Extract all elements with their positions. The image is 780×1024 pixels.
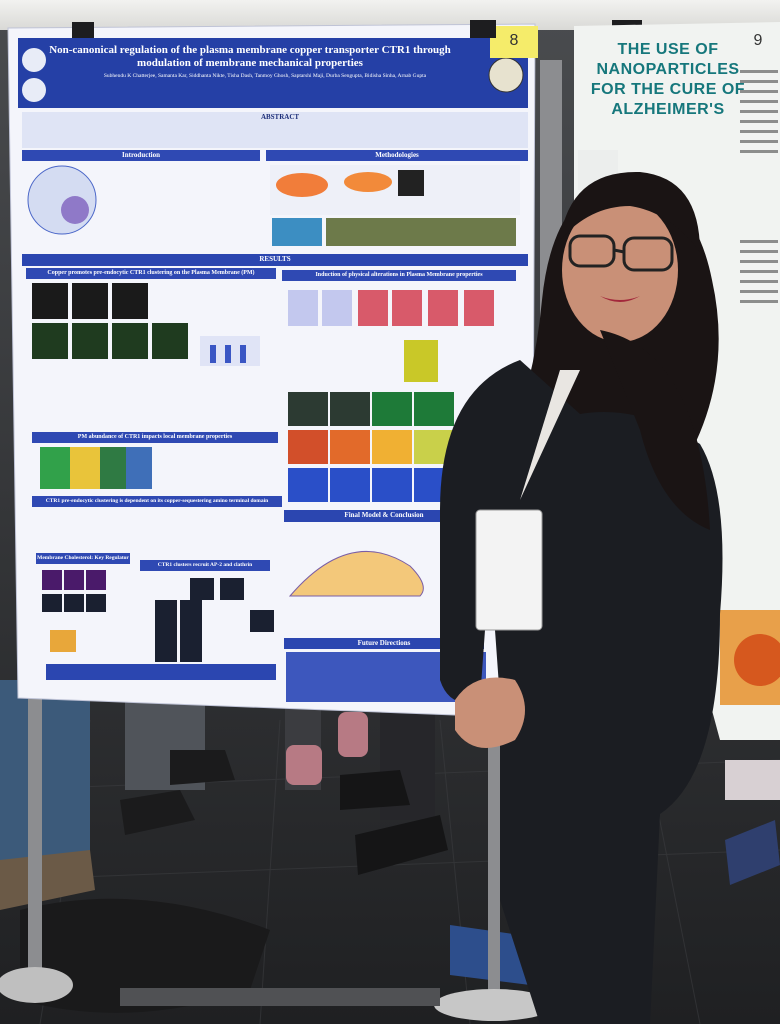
section-heading: CTR1 clusters recruit AP-2 and clathrin bbox=[157, 562, 253, 568]
section-heading: Final Model & Conclusion bbox=[344, 511, 424, 519]
section-heading: Methodologies bbox=[375, 151, 419, 159]
background-people bbox=[0, 680, 780, 1013]
poster-title: Non-canonical regulation of the plasma m… bbox=[49, 44, 451, 69]
neighbor-poster-title: THE USE OF NANOPARTICLES FOR THE CURE OF… bbox=[590, 41, 746, 118]
presenter bbox=[440, 171, 723, 1024]
section-heading: Introduction bbox=[122, 151, 160, 159]
board-number: 8 bbox=[509, 32, 519, 49]
section-heading: ABSTRACT bbox=[260, 113, 300, 121]
section-heading: Induction of physical alterations in Pla… bbox=[315, 272, 483, 278]
section-heading: Future Directions bbox=[357, 639, 411, 647]
section-heading: Copper promotes pre-endocytic CTR1 clust… bbox=[47, 270, 255, 276]
poster-stands bbox=[0, 60, 562, 1021]
section-heading: RESULTS bbox=[259, 255, 291, 263]
poster-authors: Subhendu K Chatterjee, Samanta Kar, Sidd… bbox=[103, 73, 427, 79]
section-heading: Membrane Cholesterol: Key Regulator bbox=[37, 555, 129, 561]
section-heading: CTR1 pre-endocytic clustering is depende… bbox=[45, 498, 269, 504]
board-number: 9 bbox=[753, 32, 763, 49]
section-heading: PM abundance of CTR1 impacts local membr… bbox=[77, 434, 233, 440]
sticky-note bbox=[490, 26, 538, 58]
